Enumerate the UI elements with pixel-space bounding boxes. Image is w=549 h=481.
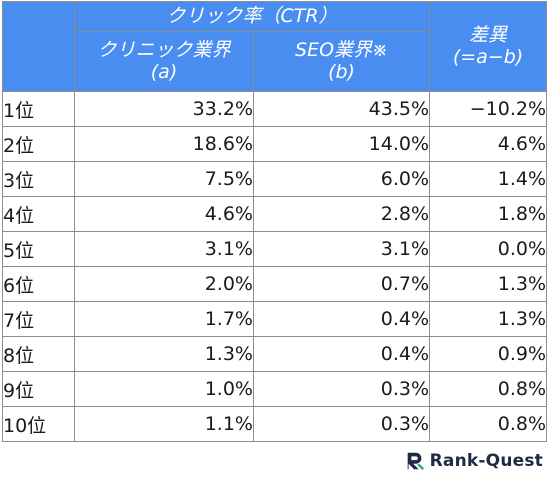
difference-cell: 0.0% xyxy=(429,231,548,267)
header-rank-blank xyxy=(2,1,75,92)
clinic-ctr-cell: 1.3% xyxy=(74,336,254,372)
clinic-ctr-cell: 1.1% xyxy=(74,406,254,442)
difference-cell: 4.6% xyxy=(429,126,548,162)
header-clinic-industry-title: クリニック業界 xyxy=(97,38,231,61)
table-row: 2位 18.6% 14.0% 4.6% xyxy=(2,126,548,162)
table-row: 10位 1.1% 0.3% 0.8% xyxy=(2,406,548,442)
clinic-ctr-cell: 1.0% xyxy=(74,371,254,407)
clinic-ctr-cell: 4.6% xyxy=(74,196,254,232)
rank-quest-logo-text: Rank-Quest xyxy=(429,451,543,471)
table-row: 3位 7.5% 6.0% 1.4% xyxy=(2,161,548,197)
clinic-ctr-cell: 33.2% xyxy=(74,91,254,127)
seo-ctr-cell: 3.1% xyxy=(252,231,431,267)
rank-quest-logo: Rank-Quest xyxy=(404,449,543,473)
rank-cell: 6位 xyxy=(2,266,75,302)
header-seo-industry-key: (b) xyxy=(328,60,355,83)
rank-cell: 3位 xyxy=(2,161,75,197)
table-row: 1位 33.2% 43.5% −10.2% xyxy=(2,91,548,127)
difference-cell: 1.4% xyxy=(429,161,548,197)
header-ctr-group: クリック率（CTR） xyxy=(73,1,431,32)
rank-cell: 7位 xyxy=(2,301,75,337)
seo-ctr-cell: 6.0% xyxy=(252,161,431,197)
table-row: 7位 1.7% 0.4% 1.3% xyxy=(2,301,548,337)
seo-ctr-cell: 2.8% xyxy=(252,196,431,232)
table-row: 9位 1.0% 0.3% 0.8% xyxy=(2,371,548,407)
seo-ctr-cell: 43.5% xyxy=(252,91,431,127)
seo-ctr-cell: 0.3% xyxy=(252,371,431,407)
rank-cell: 1位 xyxy=(2,91,75,127)
difference-cell: 0.9% xyxy=(429,336,548,372)
table-row: 8位 1.3% 0.4% 0.9% xyxy=(2,336,548,372)
difference-cell: 1.3% xyxy=(429,266,548,302)
header-difference: 差異 (=a−b) xyxy=(429,1,548,92)
header-seo-industry-title: SEO業界※ xyxy=(295,38,388,61)
difference-cell: 0.8% xyxy=(429,406,548,442)
seo-ctr-cell: 0.4% xyxy=(252,336,431,372)
rank-cell: 5位 xyxy=(2,231,75,267)
rank-cell: 10位 xyxy=(2,406,75,442)
table-row: 6位 2.0% 0.7% 1.3% xyxy=(2,266,548,302)
table-row: 4位 4.6% 2.8% 1.8% xyxy=(2,196,548,232)
rank-cell: 8位 xyxy=(2,336,75,372)
clinic-ctr-cell: 18.6% xyxy=(74,126,254,162)
seo-ctr-cell: 0.4% xyxy=(252,301,431,337)
seo-ctr-cell: 0.7% xyxy=(252,266,431,302)
ctr-comparison-table: クリック率（CTR） 差異 (=a−b) クリニック業界 (a) SEO業界※ … xyxy=(2,1,548,442)
header-difference-title: 差異 xyxy=(469,23,508,46)
clinic-ctr-cell: 1.7% xyxy=(74,301,254,337)
difference-cell: 0.8% xyxy=(429,371,548,407)
seo-ctr-cell: 0.3% xyxy=(252,406,431,442)
rank-cell: 2位 xyxy=(2,126,75,162)
header-clinic-industry: クリニック業界 (a) xyxy=(74,31,254,92)
header-difference-formula: (=a−b) xyxy=(452,45,524,68)
seo-ctr-cell: 14.0% xyxy=(252,126,431,162)
difference-cell: −10.2% xyxy=(429,91,548,127)
difference-cell: 1.3% xyxy=(429,301,548,337)
header-clinic-industry-key: (a) xyxy=(150,60,178,83)
clinic-ctr-cell: 7.5% xyxy=(74,161,254,197)
rank-cell: 4位 xyxy=(2,196,75,232)
difference-cell: 1.8% xyxy=(429,196,548,232)
table-row: 5位 3.1% 3.1% 0.0% xyxy=(2,231,548,267)
clinic-ctr-cell: 3.1% xyxy=(74,231,254,267)
clinic-ctr-cell: 2.0% xyxy=(74,266,254,302)
header-seo-industry: SEO業界※ (b) xyxy=(252,31,431,92)
rank-cell: 9位 xyxy=(2,371,75,407)
rank-quest-logo-icon xyxy=(407,452,424,471)
